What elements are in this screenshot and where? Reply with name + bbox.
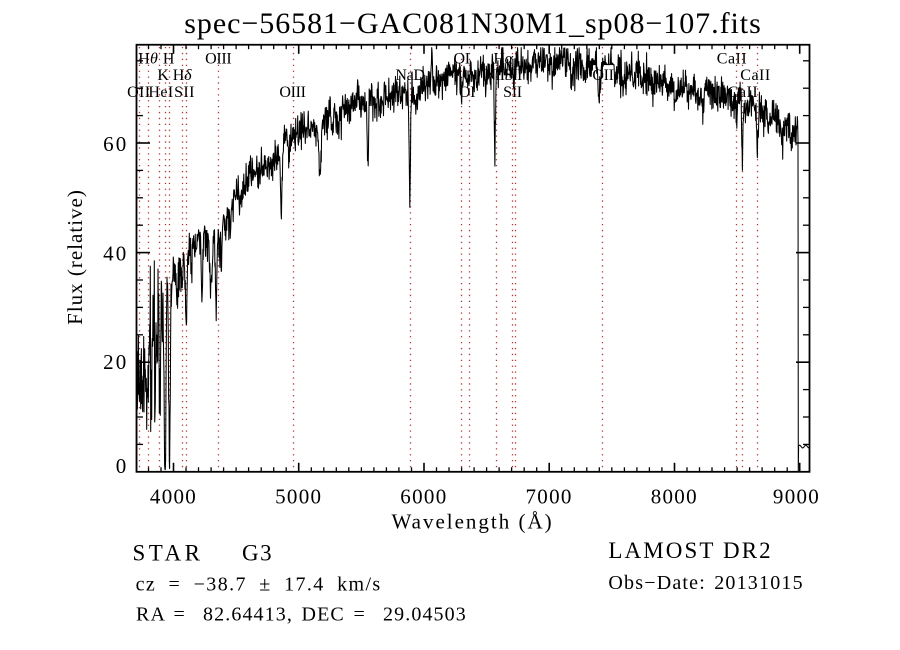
svg-text:OIII: OIII bbox=[205, 50, 231, 67]
svg-text:HeI: HeI bbox=[148, 84, 173, 101]
svg-text:spec−56581−GAC081N30M1_sp08−10: spec−56581−GAC081N30M1_sp08−107.fits bbox=[184, 7, 761, 40]
svg-text:K: K bbox=[157, 67, 169, 84]
svg-text:8000: 8000 bbox=[651, 485, 698, 509]
svg-text:7000: 7000 bbox=[525, 485, 572, 509]
svg-text:Obs−Date: 20131015: Obs−Date: 20131015 bbox=[608, 572, 803, 594]
svg-text:4000: 4000 bbox=[150, 485, 197, 509]
svg-text:SII: SII bbox=[503, 84, 522, 101]
svg-text:6000: 6000 bbox=[400, 485, 447, 509]
svg-text:Hθ: Hθ bbox=[138, 50, 158, 67]
svg-text:RA = 82.64413, DEC = 29.0450: RA = 82.64413, DEC = 29.04503 bbox=[136, 604, 467, 626]
svg-text:Wavelength (Å): Wavelength (Å) bbox=[392, 510, 554, 534]
svg-text:Flux (relative): Flux (relative) bbox=[63, 189, 87, 325]
svg-text:SII: SII bbox=[174, 84, 195, 101]
svg-text:CaII: CaII bbox=[728, 84, 758, 101]
svg-text:CaII: CaII bbox=[740, 67, 770, 84]
svg-text:9000: 9000 bbox=[773, 485, 820, 509]
svg-text:5000: 5000 bbox=[275, 485, 322, 509]
svg-text:H: H bbox=[163, 50, 175, 67]
svg-text:LAMOST DR2: LAMOST DR2 bbox=[608, 538, 772, 563]
svg-text:OIII: OIII bbox=[279, 84, 305, 101]
svg-text:OII: OII bbox=[592, 67, 613, 84]
svg-text:NaD: NaD bbox=[395, 67, 424, 84]
svg-text:40: 40 bbox=[103, 242, 128, 266]
svg-text:60: 60 bbox=[103, 132, 128, 156]
svg-text:20: 20 bbox=[103, 350, 128, 374]
svg-text:CaII: CaII bbox=[717, 50, 747, 67]
svg-text:Hδ: Hδ bbox=[173, 67, 192, 84]
svg-text:Hα: Hα bbox=[493, 50, 513, 67]
svg-text:OI: OI bbox=[459, 84, 475, 101]
svg-text:G3: G3 bbox=[242, 541, 273, 566]
svg-text:cz = −38.7 ± 17.4 km/s: cz = −38.7 ± 17.4 km/s bbox=[136, 574, 382, 596]
svg-text:0: 0 bbox=[116, 454, 129, 478]
svg-text:STAR: STAR bbox=[133, 541, 204, 566]
svg-text:NIISII: NIISII bbox=[485, 67, 522, 84]
svg-text:OII: OII bbox=[127, 84, 150, 101]
svg-text:OI: OI bbox=[453, 50, 469, 67]
